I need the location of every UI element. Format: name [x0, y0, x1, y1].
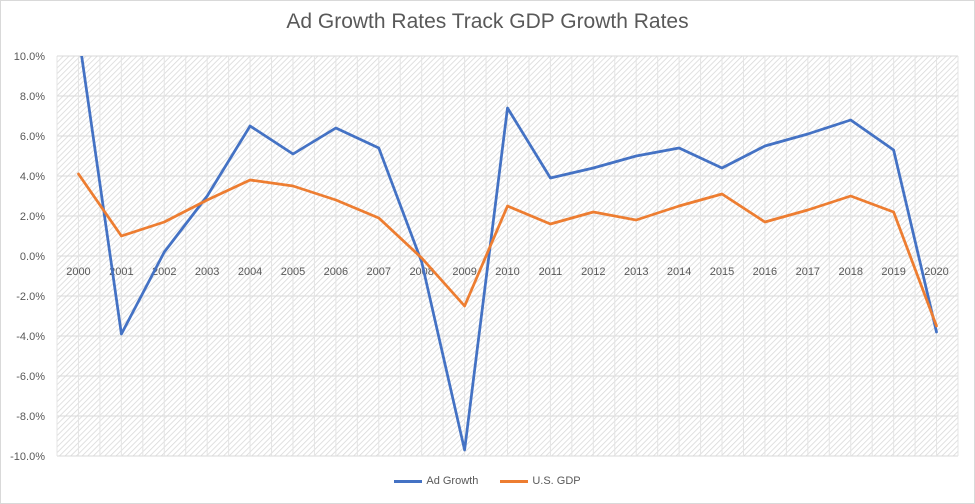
- series-lines: [77, 56, 938, 452]
- x-tick-label: 2008: [409, 266, 433, 278]
- x-tick-label: 2010: [495, 266, 519, 278]
- y-tick-label: 6.0%: [20, 131, 45, 143]
- y-tick-label: -6.0%: [16, 371, 45, 383]
- x-tick-label: 2015: [710, 266, 734, 278]
- legend-swatch-us-gdp: [500, 479, 529, 483]
- x-tick-label: 2003: [195, 266, 219, 278]
- legend-label-us-gdp: U.S. GDP: [532, 475, 581, 487]
- x-tick-label: 2020: [924, 266, 948, 278]
- y-tick-label: -4.0%: [16, 331, 45, 343]
- x-tick-label: 2009: [452, 266, 476, 278]
- x-tick-label: 2011: [539, 266, 563, 278]
- y-tick-label: -2.0%: [16, 291, 45, 303]
- chart-title: Ad Growth Rates Track GDP Growth Rates: [286, 10, 689, 33]
- legend-label-ad-growth: Ad Growth: [426, 475, 479, 487]
- y-tick-label: 10.0%: [14, 51, 45, 63]
- x-tick-label: 2012: [581, 266, 605, 278]
- legend-swatch-ad-growth: [394, 479, 423, 483]
- x-tick-label: 2019: [881, 266, 905, 278]
- x-tick-label: 2002: [152, 266, 176, 278]
- y-tick-label: 2.0%: [20, 211, 45, 223]
- y-tick-label: 4.0%: [20, 171, 45, 183]
- x-tick-label: 2018: [838, 266, 862, 278]
- legend-item-us-gdp[interactable]: U.S. GDP: [500, 475, 581, 487]
- x-tick-label: 2004: [238, 266, 262, 278]
- x-tick-label: 2001: [109, 266, 133, 278]
- y-tick-label: 8.0%: [20, 91, 45, 103]
- x-tick-label: 2005: [281, 266, 305, 278]
- x-tick-label: 2014: [667, 266, 691, 278]
- x-tick-label: 2016: [753, 266, 777, 278]
- x-tick-label: 2017: [796, 266, 820, 278]
- y-tick-label: -10.0%: [10, 451, 45, 463]
- gridlines: [56, 55, 959, 457]
- x-tick-label: 2006: [324, 266, 348, 278]
- y-tick-label: 0.0%: [20, 251, 45, 263]
- legend-item-ad-growth[interactable]: Ad Growth: [394, 475, 478, 487]
- legend: Ad Growth U.S. GDP: [0, 475, 975, 487]
- y-tick-label: -8.0%: [16, 411, 45, 423]
- x-axis-ticks: 2000 2001 2002 2003 2004 2005 2006 2007 2008 2009…: [66, 266, 949, 278]
- x-tick-label: 2000: [66, 266, 90, 278]
- y-axis-ticks: 10.0% 8.0% 6.0% 4.0% 2.0% 0.0% -2.0% -4.0% -6.0%…: [10, 51, 45, 463]
- x-tick-label: 2007: [367, 266, 391, 278]
- x-tick-label: 2013: [624, 266, 648, 278]
